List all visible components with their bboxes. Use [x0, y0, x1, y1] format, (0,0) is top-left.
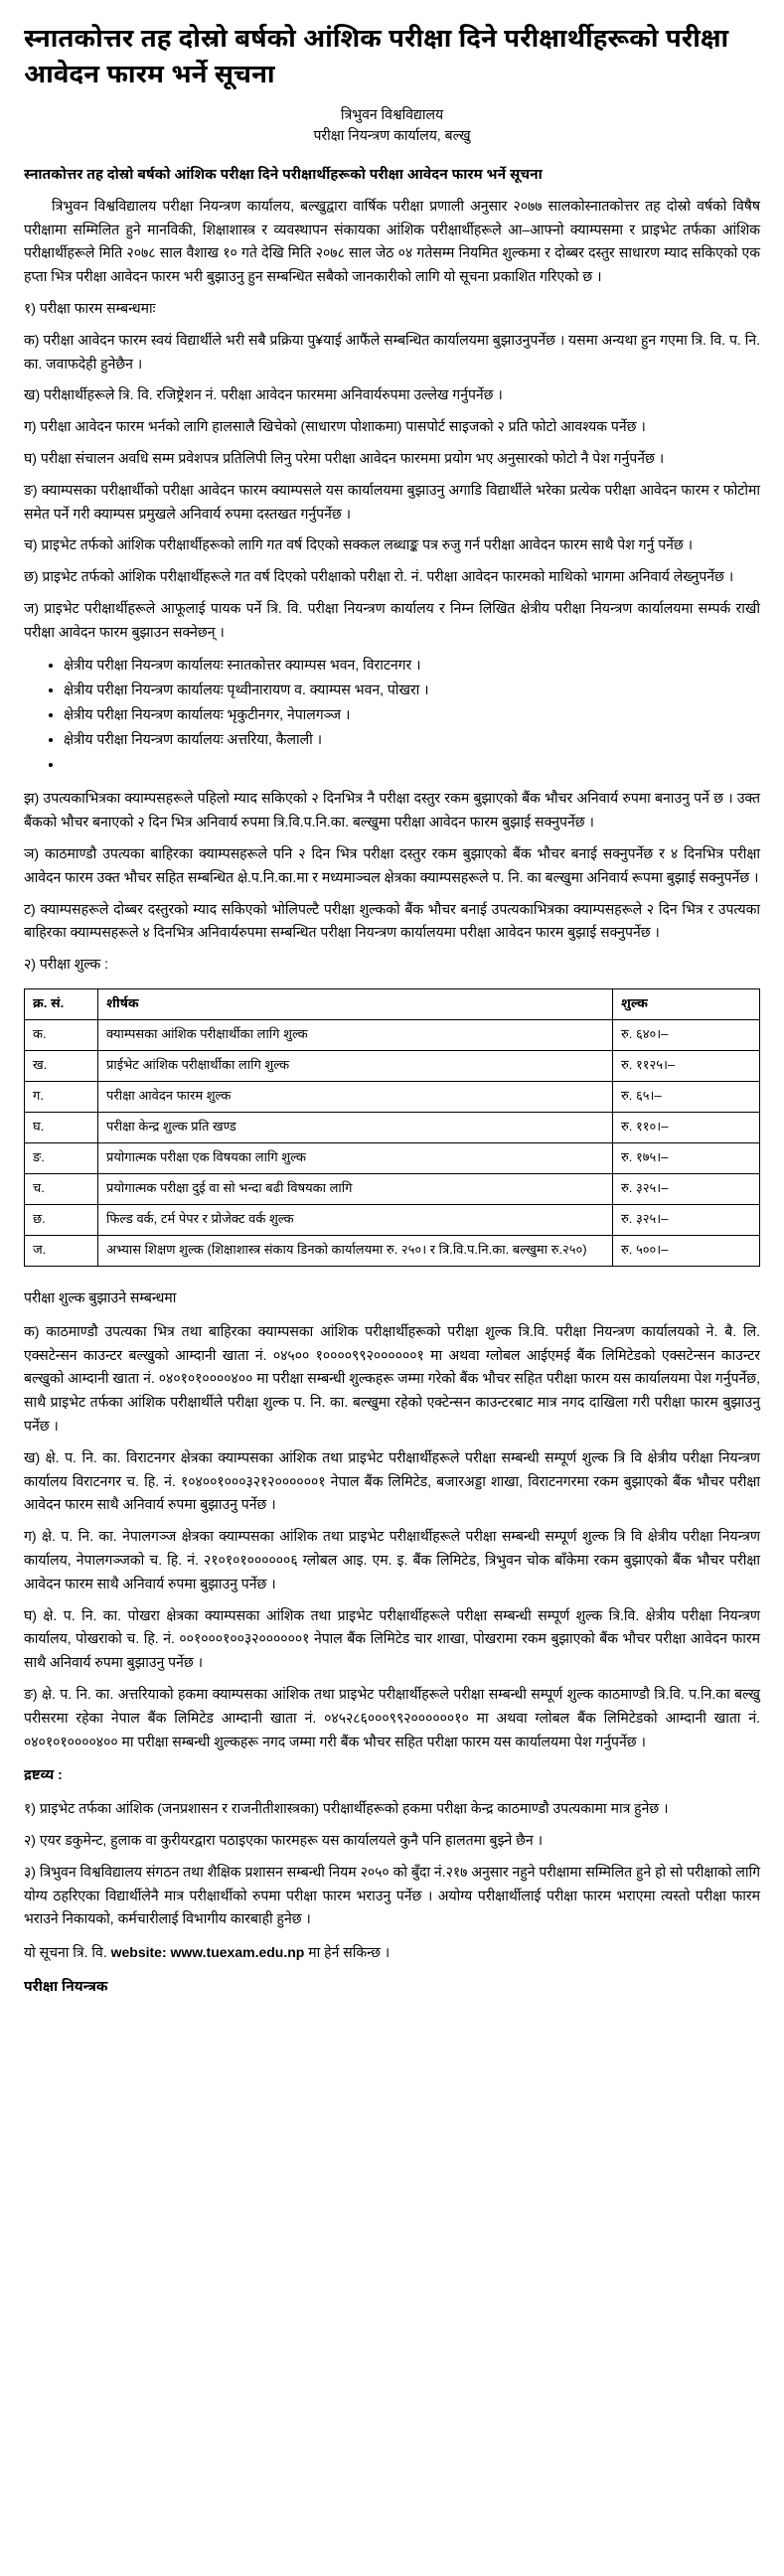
th-fee: शुल्क	[613, 989, 760, 1020]
s1-cha: च) प्राइभेट तर्फको आंशिक परीक्षार्थीहरूक…	[24, 533, 760, 557]
list-item: क्षेत्रीय परीक्षा नियन्त्रण कार्यालयः पृ…	[64, 678, 760, 702]
cell-fee: रु. ५००।–	[613, 1236, 760, 1267]
cell-fee: रु. ३२५।–	[613, 1174, 760, 1205]
cell-sn: ज.	[25, 1236, 98, 1267]
cell-fee: रु. ३२५।–	[613, 1205, 760, 1236]
cell-sn: च.	[25, 1174, 98, 1205]
cell-fee: रु. ११२५।–	[613, 1051, 760, 1082]
website-url: website: www.tuexam.edu.np	[111, 1944, 305, 1960]
signature: परीक्षा नियन्त्रक	[24, 1975, 760, 1999]
note-2: २) एयर डकुमेन्ट, हुलाक वा कुरीयरद्वारा प…	[24, 1829, 760, 1853]
cell-title: प्राईभेट आंशिक परीक्षार्थीका लागि शुल्क	[98, 1051, 613, 1082]
main-title: स्नातकोत्तर तह दोस्रो बर्षको आंशिक परीक्…	[24, 20, 760, 92]
regional-offices-list: क्षेत्रीय परीक्षा नियन्त्रण कार्यालयः स्…	[24, 653, 760, 778]
table-header-row: क्र. सं. शीर्षक शुल्क	[25, 989, 760, 1020]
fee-ga: ग) क्षे. प. नि. का. नेपालगञ्ज क्षेत्रका …	[24, 1525, 760, 1595]
list-item-empty	[64, 752, 760, 777]
s1-ga: ग) परीक्षा आवेदन फारम भर्नको लागि हालसाल…	[24, 415, 760, 439]
cell-title: परीक्षा केन्द्र शुल्क प्रति खण्ड	[98, 1113, 613, 1143]
table-row: ङ.प्रयोगात्मक परीक्षा एक विषयका लागि शुल…	[25, 1143, 760, 1174]
s1-kha: ख) परीक्षार्थीहरूले त्रि. वि. रजिष्ट्रेश…	[24, 383, 760, 407]
cell-title: प्रयोगात्मक परीक्षा दुई वा सो भन्दा बढी …	[98, 1174, 613, 1205]
cell-fee: रु. ६४०।–	[613, 1020, 760, 1051]
cell-sn: घ.	[25, 1113, 98, 1143]
cell-title: प्रयोगात्मक परीक्षा एक विषयका लागि शुल्क	[98, 1143, 613, 1174]
note-heading: द्रष्टव्य :	[24, 1763, 760, 1787]
s1-ja: ज) प्राइभेट परीक्षार्थीहरूले आफूलाई पायक…	[24, 597, 760, 645]
cell-fee: रु. १७५।–	[613, 1143, 760, 1174]
note-3: ३) त्रिभुवन विश्वविद्यालय संगठन तथा शैक्…	[24, 1861, 760, 1931]
s1-jha: झ) उपत्यकाभित्रका क्याम्पसहरूले पहिलो म्…	[24, 787, 760, 834]
th-sn: क्र. सं.	[25, 989, 98, 1020]
cell-sn: ख.	[25, 1051, 98, 1082]
cell-title: फिल्ड वर्क, टर्म पेपर र प्रोजेक्ट वर्क श…	[98, 1205, 613, 1236]
list-item: क्षेत्रीय परीक्षा नियन्त्रण कार्यालयः स्…	[64, 653, 760, 678]
document-container: स्नातकोत्तर तह दोस्रो बर्षको आंशिक परीक्…	[0, 0, 784, 2029]
org-office: परीक्षा नियन्त्रण कार्यालय, बल्खु	[24, 125, 760, 146]
cell-sn: क.	[25, 1020, 98, 1051]
fee-kha: ख) क्षे. प. नि. का. विराटनगर क्षेत्रका क…	[24, 1446, 760, 1517]
s1-chha: छ) प्राइभेट तर्फको आंशिक परीक्षार्थीहरूल…	[24, 565, 760, 589]
section2-heading: २) परीक्षा शुल्क :	[24, 953, 760, 977]
table-row: छ.फिल्ड वर्क, टर्म पेपर र प्रोजेक्ट वर्क…	[25, 1205, 760, 1236]
list-item: क्षेत्रीय परीक्षा नियन्त्रण कार्यालयः अत…	[64, 727, 760, 752]
fee-gha: घ) क्षे. प. नि. का. पोखरा क्षेत्रका क्या…	[24, 1604, 760, 1675]
fee-table: क्र. सं. शीर्षक शुल्क क.क्याम्पसका आंशिक…	[24, 988, 760, 1267]
table-row: ग.परीक्षा आवेदन फारम शुल्करु. ६५।–	[25, 1082, 760, 1113]
website-prefix: यो सूचना त्रि. वि.	[24, 1944, 111, 1960]
th-title: शीर्षक	[98, 989, 613, 1020]
s1-ta: ट) क्याम्पसहरूले दोब्बर दस्तुरको म्याद स…	[24, 898, 760, 946]
table-row: घ.परीक्षा केन्द्र शुल्क प्रति खण्डरु. ११…	[25, 1113, 760, 1143]
cell-sn: ङ.	[25, 1143, 98, 1174]
s1-gha: घ) परीक्षा संचालन अवधि सम्म प्रवेशपत्र प…	[24, 447, 760, 471]
s1-nya: ञ) काठमाण्डौ उपत्यका बाहिरका क्याम्पसहरू…	[24, 842, 760, 890]
table-row: ज.अभ्यास शिक्षण शुल्क (शिक्षाशास्त्र संक…	[25, 1236, 760, 1267]
list-item: क्षेत्रीय परीक्षा नियन्त्रण कार्यालयः भृ…	[64, 702, 760, 727]
cell-sn: ग.	[25, 1082, 98, 1113]
s1-ka: क) परीक्षा आवेदन फारम स्वयं विद्यार्थीले…	[24, 329, 760, 377]
cell-title: क्याम्पसका आंशिक परीक्षार्थीका लागि शुल्…	[98, 1020, 613, 1051]
org-name: त्रिभुवन विश्वविद्यालय	[24, 104, 760, 125]
cell-title: अभ्यास शिक्षण शुल्क (शिक्षाशास्त्र संकाय…	[98, 1236, 613, 1267]
cell-sn: छ.	[25, 1205, 98, 1236]
intro-paragraph: त्रिभुवन विश्वविद्यालय परीक्षा नियन्त्रण…	[24, 195, 760, 289]
notice-headline: स्नातकोत्तर तह दोस्रो बर्षको आंशिक परीक्…	[24, 166, 760, 185]
fee-ka: क) काठमाण्डौ उपत्यका भित्र तथा बाहिरका क…	[24, 1320, 760, 1439]
table-row: क.क्याम्पसका आंशिक परीक्षार्थीका लागि शु…	[25, 1020, 760, 1051]
table-row: च.प्रयोगात्मक परीक्षा दुई वा सो भन्दा बढ…	[25, 1174, 760, 1205]
website-line: यो सूचना त्रि. वि. website: www.tuexam.e…	[24, 1941, 760, 1965]
fee-section-heading: परीक्षा शुल्क बुझाउने सम्बन्धमा	[24, 1287, 760, 1310]
table-row: ख.प्राईभेट आंशिक परीक्षार्थीका लागि शुल्…	[25, 1051, 760, 1082]
org-header: त्रिभुवन विश्वविद्यालय परीक्षा नियन्त्रण…	[24, 104, 760, 146]
website-suffix: मा हेर्न सकिन्छ ।	[304, 1944, 390, 1960]
cell-fee: रु. ११०।–	[613, 1113, 760, 1143]
note-1: १) प्राइभेट तर्फका आंशिक (जनप्रशासन र रा…	[24, 1797, 760, 1821]
s1-nga: ङ) क्याम्पसका परीक्षार्थीको परीक्षा आवेद…	[24, 479, 760, 527]
cell-title: परीक्षा आवेदन फारम शुल्क	[98, 1082, 613, 1113]
fee-nga: ङ) क्षे. प. नि. का. अत्तरियाको हकमा क्या…	[24, 1683, 760, 1753]
cell-fee: रु. ६५।–	[613, 1082, 760, 1113]
section1-heading: १) परीक्षा फारम सम्बन्धमाः	[24, 297, 760, 321]
